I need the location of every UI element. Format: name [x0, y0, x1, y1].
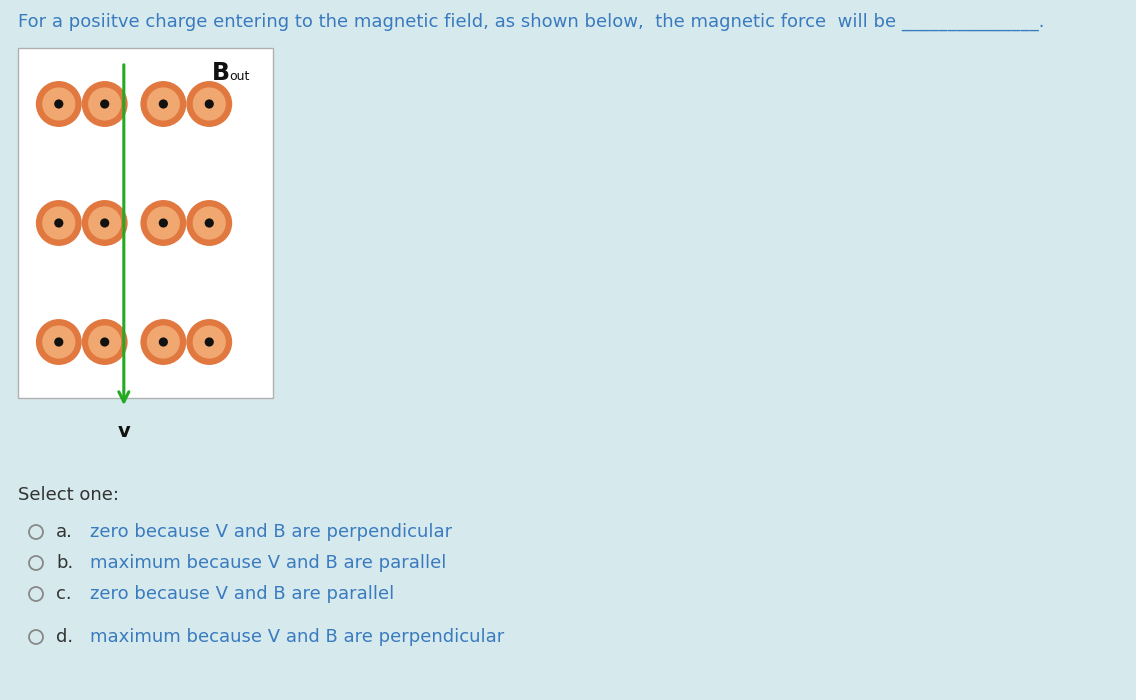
Circle shape	[147, 88, 179, 120]
Circle shape	[193, 326, 226, 358]
Text: out: out	[228, 70, 249, 83]
Text: v: v	[117, 422, 131, 441]
Circle shape	[159, 218, 168, 228]
Circle shape	[204, 218, 214, 228]
Circle shape	[204, 337, 214, 346]
Circle shape	[186, 200, 232, 246]
Circle shape	[100, 218, 109, 228]
FancyBboxPatch shape	[18, 48, 273, 398]
Circle shape	[204, 99, 214, 108]
Circle shape	[141, 81, 186, 127]
Circle shape	[36, 200, 82, 246]
Text: B: B	[211, 60, 229, 85]
Circle shape	[193, 88, 226, 120]
Circle shape	[42, 206, 75, 239]
Circle shape	[82, 319, 127, 365]
Text: maximum because V and B are perpendicular: maximum because V and B are perpendicula…	[90, 628, 504, 646]
Circle shape	[55, 99, 64, 108]
Text: zero because V and B are parallel: zero because V and B are parallel	[90, 585, 394, 603]
Circle shape	[141, 200, 186, 246]
Circle shape	[159, 337, 168, 346]
Circle shape	[147, 206, 179, 239]
Circle shape	[186, 319, 232, 365]
Circle shape	[89, 326, 122, 358]
Circle shape	[147, 326, 179, 358]
Circle shape	[186, 81, 232, 127]
Text: d.: d.	[56, 628, 73, 646]
Circle shape	[55, 337, 64, 346]
Circle shape	[36, 319, 82, 365]
Circle shape	[82, 200, 127, 246]
Circle shape	[42, 88, 75, 120]
Text: c.: c.	[56, 585, 72, 603]
Circle shape	[159, 99, 168, 108]
Text: b.: b.	[56, 554, 73, 572]
Circle shape	[89, 88, 122, 120]
Text: maximum because V and B are parallel: maximum because V and B are parallel	[90, 554, 446, 572]
Text: a.: a.	[56, 523, 73, 541]
Circle shape	[36, 81, 82, 127]
Circle shape	[141, 319, 186, 365]
Circle shape	[55, 218, 64, 228]
Text: Select one:: Select one:	[18, 486, 119, 504]
Circle shape	[100, 99, 109, 108]
Circle shape	[193, 206, 226, 239]
Text: zero because V and B are perpendicular: zero because V and B are perpendicular	[90, 523, 452, 541]
Circle shape	[42, 326, 75, 358]
Circle shape	[82, 81, 127, 127]
Circle shape	[100, 337, 109, 346]
Circle shape	[89, 206, 122, 239]
Text: For a posiitve charge entering to the magnetic field, as shown below,  the magne: For a posiitve charge entering to the ma…	[18, 13, 1044, 31]
